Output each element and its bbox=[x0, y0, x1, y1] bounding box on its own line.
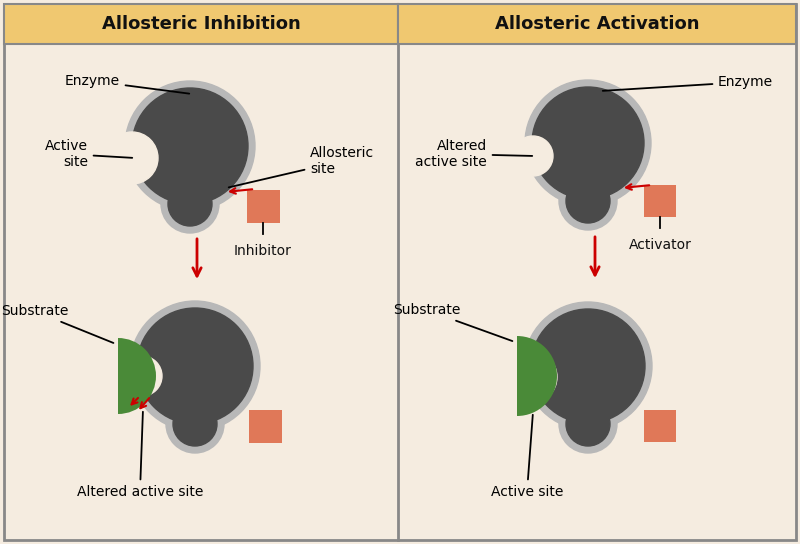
Circle shape bbox=[106, 132, 158, 184]
FancyBboxPatch shape bbox=[249, 410, 282, 442]
Circle shape bbox=[559, 395, 617, 453]
Circle shape bbox=[524, 302, 652, 430]
Wedge shape bbox=[118, 338, 156, 414]
Circle shape bbox=[137, 308, 253, 424]
Circle shape bbox=[525, 80, 651, 206]
Text: Inhibitor: Inhibitor bbox=[234, 244, 292, 258]
Circle shape bbox=[161, 175, 219, 233]
FancyBboxPatch shape bbox=[644, 410, 676, 442]
Circle shape bbox=[173, 402, 217, 446]
Text: Altered active site: Altered active site bbox=[77, 412, 203, 499]
Text: Allosteric
site: Allosteric site bbox=[229, 146, 374, 187]
Wedge shape bbox=[517, 336, 557, 416]
Text: Enzyme: Enzyme bbox=[65, 74, 190, 94]
Circle shape bbox=[566, 179, 610, 223]
Text: Enzyme: Enzyme bbox=[602, 75, 773, 91]
Circle shape bbox=[125, 81, 255, 211]
Text: Activator: Activator bbox=[629, 238, 691, 252]
Circle shape bbox=[532, 87, 644, 199]
Text: Allosteric Activation: Allosteric Activation bbox=[494, 15, 699, 33]
Text: Active site: Active site bbox=[491, 415, 563, 499]
Text: Active
site: Active site bbox=[45, 139, 132, 169]
Text: Altered
active site: Altered active site bbox=[415, 139, 532, 169]
FancyBboxPatch shape bbox=[4, 4, 796, 540]
Text: Allosteric Inhibition: Allosteric Inhibition bbox=[102, 15, 300, 33]
Circle shape bbox=[531, 309, 645, 423]
Circle shape bbox=[566, 402, 610, 446]
Circle shape bbox=[132, 88, 248, 204]
Circle shape bbox=[166, 395, 224, 453]
Text: Substrate: Substrate bbox=[1, 304, 114, 343]
Circle shape bbox=[122, 356, 162, 396]
Circle shape bbox=[559, 172, 617, 230]
Circle shape bbox=[513, 136, 553, 176]
FancyBboxPatch shape bbox=[644, 185, 676, 217]
FancyBboxPatch shape bbox=[246, 189, 279, 222]
Circle shape bbox=[130, 301, 260, 431]
Text: Substrate: Substrate bbox=[393, 303, 512, 341]
Circle shape bbox=[168, 182, 212, 226]
Circle shape bbox=[505, 351, 557, 403]
FancyBboxPatch shape bbox=[4, 4, 398, 44]
FancyBboxPatch shape bbox=[398, 4, 796, 44]
